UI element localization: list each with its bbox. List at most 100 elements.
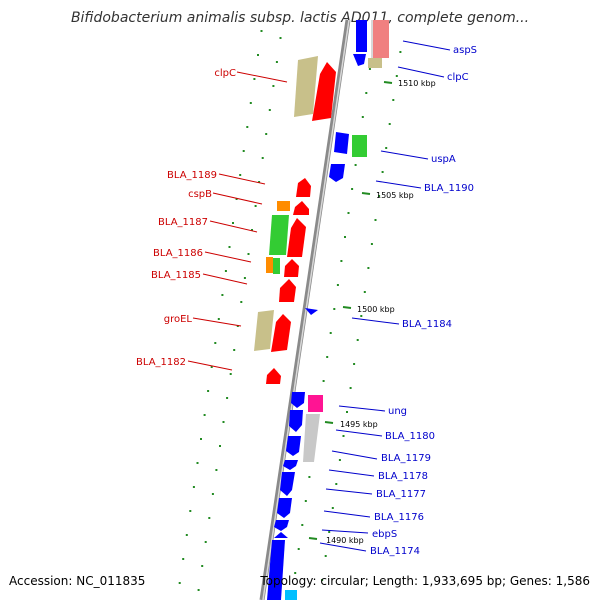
label-ung[interactable]: ung xyxy=(388,406,407,417)
gene-BLA_1177[interactable] xyxy=(280,472,295,496)
gene-BLA_1187-green[interactable] xyxy=(269,215,289,255)
track-dot xyxy=(338,459,341,461)
label-BLA_1182[interactable]: BLA_1182 xyxy=(136,357,186,368)
gene-BLA_1178[interactable] xyxy=(283,460,298,470)
gene-top-blue[interactable] xyxy=(356,20,367,52)
track-dot xyxy=(336,284,339,286)
track-dot xyxy=(265,133,268,135)
track-dot xyxy=(272,85,275,87)
track-dot xyxy=(395,75,398,77)
track-dots xyxy=(178,30,402,591)
label-BLA_1177[interactable]: BLA_1177 xyxy=(376,489,426,500)
label-BLA_1180[interactable]: BLA_1180 xyxy=(385,431,435,442)
track-dot xyxy=(203,414,206,416)
gene-clpC-right-olive[interactable] xyxy=(368,58,382,68)
track-dot xyxy=(344,236,346,238)
label-BLA_1176[interactable]: BLA_1176 xyxy=(374,512,424,523)
gene-clpC-red[interactable] xyxy=(312,62,336,121)
label-ebpS[interactable]: ebpS xyxy=(372,529,397,540)
label-BLA_1190[interactable]: BLA_1190 xyxy=(424,183,474,194)
label-BLA_1184[interactable]: BLA_1184 xyxy=(402,319,452,330)
gene-BLA_1174[interactable] xyxy=(267,540,285,600)
track-dot xyxy=(178,582,181,584)
gene-ung-blue[interactable] xyxy=(291,392,305,408)
track-dot xyxy=(221,294,224,296)
track-dot xyxy=(211,493,214,495)
gene-BLA_1179[interactable] xyxy=(286,436,301,456)
track-dot xyxy=(239,174,242,176)
track-dot xyxy=(228,246,231,248)
track-dot xyxy=(258,181,261,183)
label-BLA_1179[interactable]: BLA_1179 xyxy=(381,453,431,464)
scale-label-1500: 1500 kbp xyxy=(357,305,395,314)
gene-BLA_1186-green[interactable] xyxy=(273,258,280,274)
gene-clpC-olive[interactable] xyxy=(294,56,318,117)
gene-BLA_1174-arrow[interactable] xyxy=(274,532,288,538)
gene-ung[interactable] xyxy=(308,395,323,412)
gene-ebpS[interactable] xyxy=(274,520,289,531)
gene-BLA_1186-orange[interactable] xyxy=(266,257,273,273)
gene-uspA[interactable] xyxy=(352,135,367,157)
gene-BLA_1184[interactable] xyxy=(305,308,318,315)
left-gene-labels: clpC BLA_1189 cspB BLA_1187 BLA_1186 BLA… xyxy=(136,68,236,368)
track-dot xyxy=(243,277,246,279)
genome-backbone xyxy=(259,19,351,600)
accession-label: Accession: NC_011835 xyxy=(9,574,146,588)
gene-cspB[interactable] xyxy=(277,201,290,211)
track-dot xyxy=(388,123,391,125)
track-dot xyxy=(353,363,356,365)
scale-label-1495: 1495 kbp xyxy=(340,420,378,429)
track-dot xyxy=(215,469,218,471)
label-groEL[interactable]: groEL xyxy=(164,314,193,325)
gene-BLA_1182[interactable] xyxy=(266,368,281,384)
track-dot xyxy=(370,243,373,245)
gene-BLA_1187[interactable] xyxy=(287,218,306,257)
label-BLA_1187[interactable]: BLA_1187 xyxy=(158,217,208,228)
track-dot xyxy=(204,541,207,543)
gene-uspA-blue[interactable] xyxy=(334,132,349,154)
track-dot xyxy=(328,531,331,533)
gene-cspB-red[interactable] xyxy=(293,201,309,215)
label-aspS[interactable]: aspS xyxy=(453,45,477,56)
track-dot xyxy=(210,366,213,368)
label-BLA_1174[interactable]: BLA_1174 xyxy=(370,546,420,557)
track-dot xyxy=(229,373,232,375)
label-uspA[interactable]: uspA xyxy=(431,154,456,165)
track-dot xyxy=(331,507,334,509)
label-cspB[interactable]: cspB xyxy=(188,189,212,200)
track-dot xyxy=(217,318,220,320)
label-clpC-right[interactable]: clpC xyxy=(447,72,469,83)
label-BLA_1185[interactable]: BLA_1185 xyxy=(151,270,201,281)
track-dot xyxy=(201,565,204,567)
gene-aspS[interactable] xyxy=(373,20,389,58)
gene-BLA_1186[interactable] xyxy=(284,259,299,277)
track-dot xyxy=(321,579,324,581)
track-dot xyxy=(192,486,195,488)
gene-BLA_1185[interactable] xyxy=(279,279,296,302)
gene-bottom-cyan[interactable] xyxy=(285,590,297,600)
gene-features xyxy=(254,20,389,600)
gene-groEL[interactable] xyxy=(271,314,291,352)
label-BLA_1189[interactable]: BLA_1189 xyxy=(167,170,217,181)
track-dot xyxy=(363,291,366,293)
gene-BLA_1189[interactable] xyxy=(296,178,311,197)
label-BLA_1178[interactable]: BLA_1178 xyxy=(378,471,428,482)
gene-groEL-olive[interactable] xyxy=(254,310,274,351)
track-dot xyxy=(249,102,252,104)
label-clpC-left[interactable]: clpC xyxy=(214,68,236,79)
gene-BLA_1190[interactable] xyxy=(329,164,345,182)
track-dot xyxy=(378,195,381,197)
track-dot xyxy=(351,188,354,190)
track-dot xyxy=(240,301,243,303)
label-BLA_1186[interactable]: BLA_1186 xyxy=(153,248,203,259)
track-dot xyxy=(275,61,278,63)
gene-BLA_1176[interactable] xyxy=(277,498,292,518)
track-dot xyxy=(246,126,249,128)
track-dot xyxy=(392,99,395,101)
gene-BLA_1180[interactable] xyxy=(289,410,303,432)
gene-BLA_1180-gray[interactable] xyxy=(303,414,320,462)
track-dot xyxy=(297,548,300,550)
track-dot xyxy=(279,37,282,39)
track-dot xyxy=(365,92,368,94)
gene-top-blue-arrow[interactable] xyxy=(353,54,366,66)
